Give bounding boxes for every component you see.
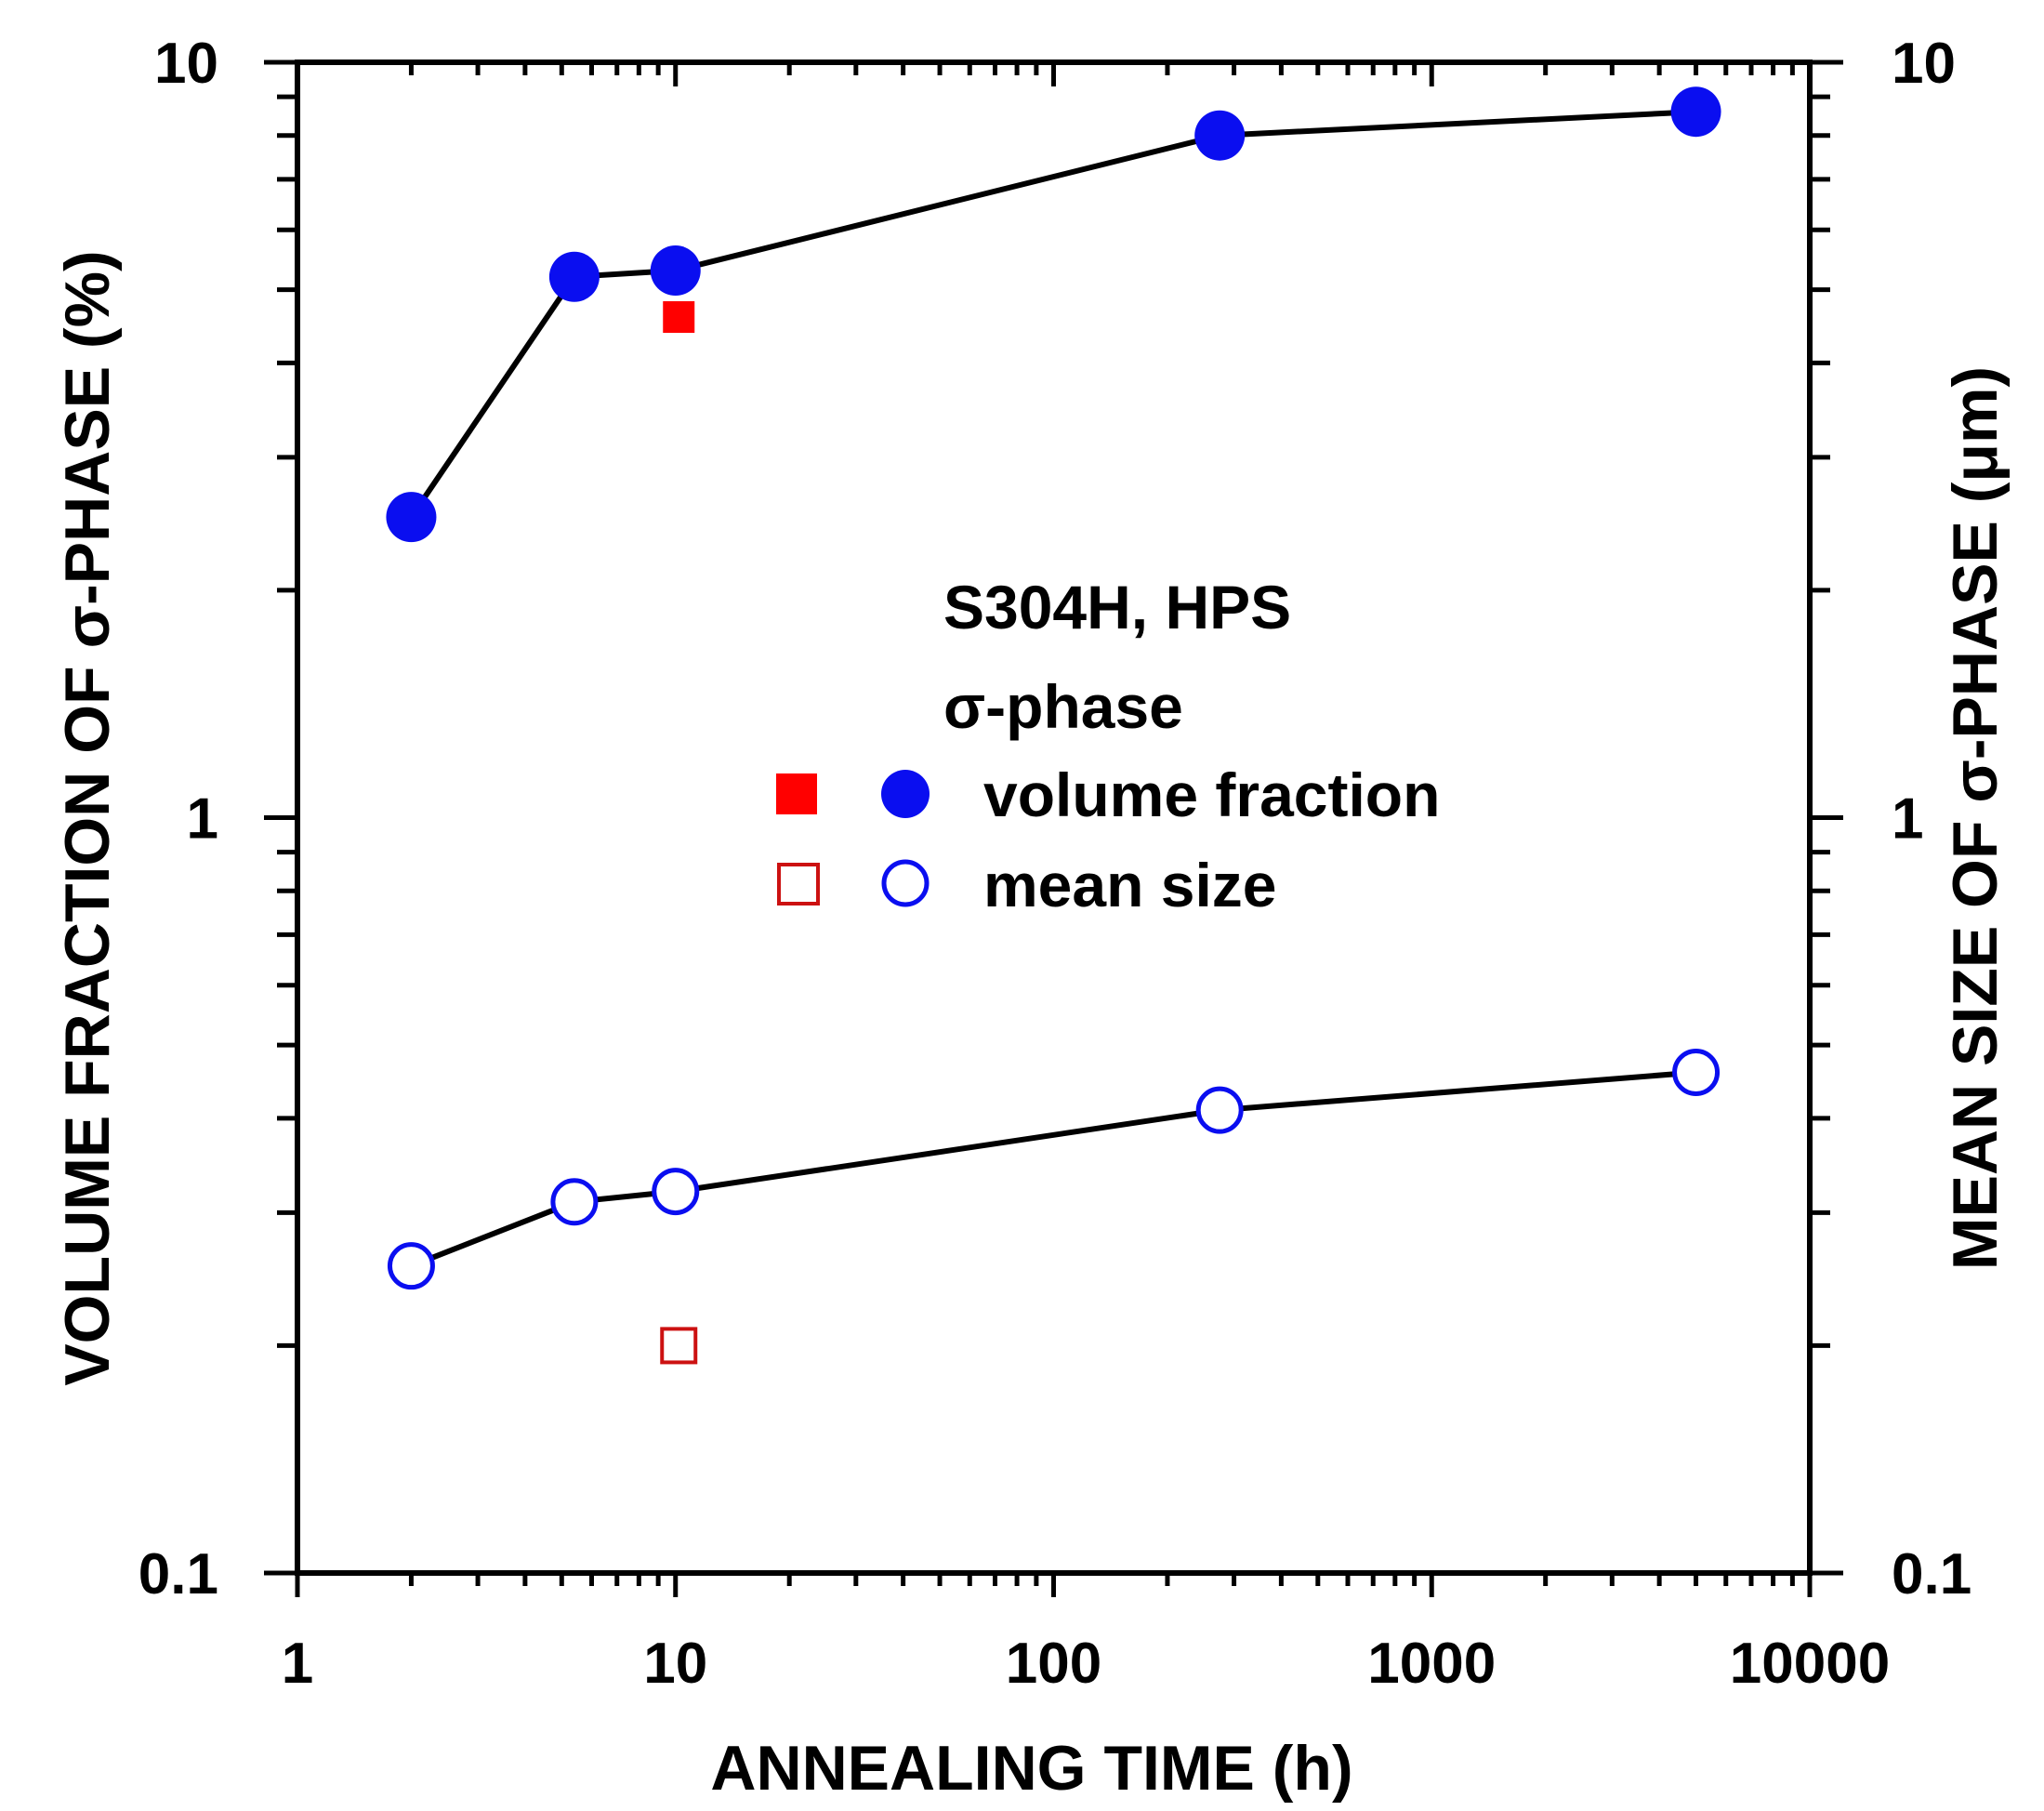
data-point-volume-fraction-square [663, 301, 695, 334]
axis-ticks [264, 59, 1843, 1597]
legend-open-square-marker [777, 863, 820, 906]
legend-filled-circle-marker [881, 770, 930, 818]
data-point-mean-size [1672, 1049, 1721, 1097]
y-right-tick-label: 1 [1892, 787, 1923, 852]
x-tick-label: 1 [282, 1632, 313, 1696]
series-line [408, 109, 1696, 519]
legend: S304H, HPS σ-phase volume fraction mean … [776, 573, 1440, 919]
legend-subtitle: σ-phase [943, 672, 1183, 741]
legend-filled-square-marker [776, 773, 817, 814]
data-point-volume-fraction [1194, 110, 1246, 161]
x-tick-label: 10000 [1730, 1632, 1890, 1696]
y-axis-title-left: VOLUME FRACTION OF σ-PHASE (%) [52, 250, 123, 1385]
data-point-volume-fraction [386, 492, 437, 543]
x-tick-label: 100 [1006, 1632, 1101, 1696]
series-line [410, 1069, 1696, 1269]
x-tick-label: 10 [643, 1632, 707, 1696]
legend-open-circle-marker [881, 859, 930, 907]
legend-title: S304H, HPS [943, 573, 1291, 641]
data-point-mean-size [652, 1168, 700, 1216]
legend-label-mean-size: mean size [983, 851, 1277, 919]
data-point-mean-size [550, 1178, 599, 1226]
y-left-tick-label: 10 [154, 32, 218, 96]
data-point-mean-size [387, 1242, 435, 1290]
data-point-mean-size [1195, 1086, 1244, 1134]
legend-label-volume-fraction: volume fraction [983, 760, 1440, 829]
y-axis-title-right: MEAN SIZE OF σ-PHASE (μm) [1940, 366, 2011, 1270]
y-right-tick-label: 0.1 [1892, 1542, 1971, 1606]
data-point-mean-size-square [660, 1327, 698, 1365]
data-point-volume-fraction [1670, 86, 1721, 138]
y-left-tick-label: 1 [187, 787, 218, 852]
x-tick-label: 1000 [1367, 1632, 1496, 1696]
data-series [386, 86, 1721, 1365]
data-point-volume-fraction [650, 245, 701, 297]
plot-frame [295, 59, 1813, 1576]
y-right-tick-label: 10 [1892, 32, 1956, 96]
data-point-volume-fraction [548, 251, 600, 302]
x-axis-title: ANNEALING TIME (h) [710, 1733, 1352, 1804]
y-left-tick-label: 0.1 [138, 1542, 218, 1606]
